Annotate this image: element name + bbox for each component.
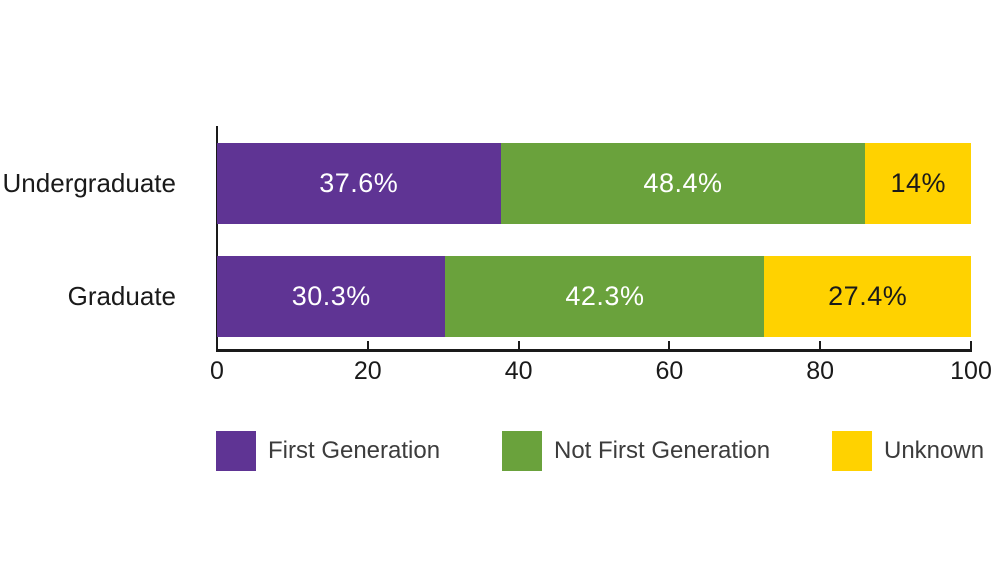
bar-segment-undergraduate-unknown: 14% (865, 143, 971, 224)
category-label-undergraduate: Undergraduate (2, 168, 176, 198)
legend-label-first-generation: First Generation (268, 437, 441, 464)
bar-value-label: 37.6% (319, 168, 399, 198)
x-tick-mark-40 (517, 341, 520, 349)
x-tick-label-40: 40 (504, 357, 533, 385)
x-axis-line (216, 349, 972, 352)
legend-swatch-not-first-generation (502, 431, 542, 471)
y-axis-line (216, 126, 218, 352)
legend-label-not-first-generation: Not First Generation (554, 437, 771, 464)
bar-value-label: 48.4% (643, 168, 723, 198)
bar-value-label: 27.4% (828, 281, 908, 311)
bar-segment-graduate-first-generation: 30.3% (217, 256, 446, 337)
x-tick-mark-60 (668, 341, 671, 349)
category-label-graduate: Graduate (67, 281, 176, 311)
x-tick-label-0: 0 (210, 357, 224, 385)
bar-value-label: 30.3% (291, 281, 371, 311)
x-tick-mark-80 (819, 341, 822, 349)
legend-item-not-first-generation: Not First Generation (502, 431, 770, 471)
bar-segment-graduate-not-first-generation: 42.3% (445, 256, 765, 337)
x-tick-mark-20 (366, 341, 369, 349)
bar-segment-graduate-unknown: 27.4% (764, 256, 971, 337)
bar-segment-undergraduate-not-first-generation: 48.4% (500, 143, 866, 224)
legend-label-unknown: Unknown (884, 437, 985, 464)
x-tick-label-20: 20 (353, 357, 382, 385)
legend-item-first-generation: First Generation (216, 431, 440, 471)
x-tick-label-60: 60 (655, 357, 684, 385)
x-tick-label-80: 80 (806, 357, 835, 385)
x-tick-mark-100 (970, 341, 972, 349)
bar-value-label: 14% (890, 168, 946, 198)
legend-item-unknown: Unknown (832, 431, 984, 471)
x-tick-label-100: 100 (950, 357, 992, 385)
bar-value-label: 42.3% (565, 281, 645, 311)
legend-swatch-first-generation (216, 431, 256, 471)
legend-swatch-unknown (832, 431, 872, 471)
bar-segment-undergraduate-first-generation: 37.6% (217, 143, 501, 224)
